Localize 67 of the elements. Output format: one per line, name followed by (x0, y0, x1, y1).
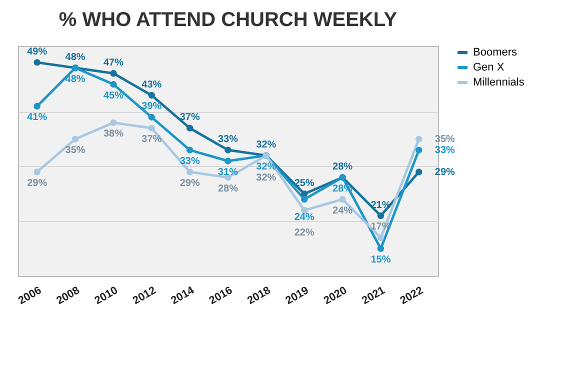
point (34, 102, 40, 110)
point (339, 196, 346, 203)
point (72, 136, 79, 142)
point (224, 158, 232, 164)
x-tick-label: 2010 (92, 284, 120, 308)
x-tick-label: 2006 (16, 284, 44, 308)
point (148, 124, 155, 132)
x-tick-label: 2019 (284, 284, 311, 308)
data-label: 31% (218, 167, 238, 178)
legend-label: Boomers (473, 46, 518, 58)
x-tick-label: 2012 (130, 284, 158, 308)
data-label: 24% (332, 205, 353, 216)
data-label: 37% (180, 112, 200, 124)
point (34, 59, 40, 66)
data-label: 33% (180, 156, 200, 168)
point (377, 234, 384, 242)
point (110, 80, 117, 88)
x-tick-label: 2008 (54, 284, 82, 308)
data-label: 33% (434, 145, 456, 156)
x-tick-label: 2018 (245, 284, 273, 308)
data-label: 47% (103, 57, 124, 68)
data-label: 37% (142, 134, 162, 146)
point (224, 146, 232, 154)
point (416, 168, 422, 176)
point (148, 92, 155, 99)
data-label: 33% (218, 134, 238, 146)
point (110, 70, 117, 77)
legend-label: Gen X (473, 62, 505, 74)
x-tick-label: 2020 (322, 284, 350, 308)
data-label: 32% (256, 172, 276, 184)
data-label: 29% (434, 166, 456, 178)
data-label: 35% (65, 145, 86, 156)
data-label: 39% (142, 101, 162, 112)
point (110, 119, 117, 126)
data-label: 15% (370, 254, 391, 266)
data-label: 35% (434, 134, 456, 146)
point (186, 124, 194, 132)
point (186, 168, 194, 176)
point (301, 196, 308, 203)
point (34, 168, 40, 176)
point (148, 114, 155, 121)
x-tick-label: 2014 (169, 284, 198, 308)
data-label: 32% (256, 140, 276, 151)
point (377, 212, 384, 220)
x-tick-label: 2022 (398, 284, 426, 308)
data-label: 49% (27, 46, 48, 58)
point (416, 146, 422, 154)
data-label: 48% (65, 74, 86, 85)
chart-title: % WHO ATTEND CHURCH WEEKLY (58, 9, 398, 31)
data-label: 45% (103, 90, 124, 102)
data-label: 38% (103, 128, 124, 140)
data-label: 22% (294, 227, 314, 238)
data-label: 28% (218, 183, 238, 194)
point (377, 245, 384, 252)
data-label: 41% (27, 112, 48, 124)
data-label: 29% (180, 178, 200, 189)
data-label: 32% (256, 162, 276, 173)
legend-label: Millennials (473, 76, 525, 88)
data-label: 48% (65, 52, 86, 63)
point (186, 146, 194, 154)
data-label: 43% (142, 79, 162, 90)
data-label: 29% (27, 178, 48, 189)
data-label: 28% (332, 161, 353, 172)
point (416, 136, 422, 142)
x-tick-label: 2016 (207, 284, 234, 308)
data-label: 24% (294, 212, 314, 223)
x-tick-label: 2021 (360, 284, 388, 308)
